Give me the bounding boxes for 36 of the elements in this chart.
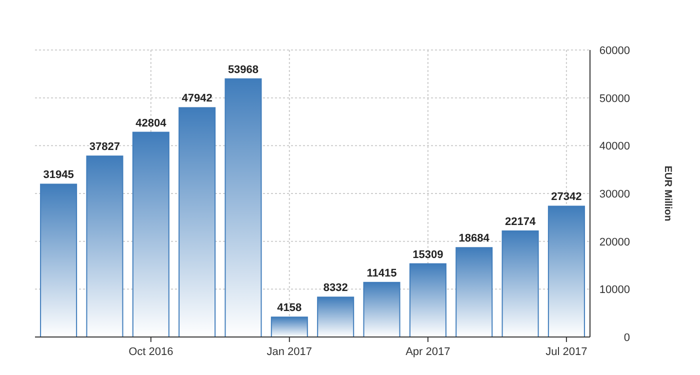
data-label: 53968 bbox=[228, 64, 259, 76]
bar bbox=[40, 184, 78, 338]
data-label: 47942 bbox=[182, 92, 212, 105]
data-label: 15309 bbox=[412, 248, 444, 261]
bar bbox=[86, 156, 124, 338]
x-tick-label: Jan 2017 bbox=[266, 346, 312, 358]
data-label: 11415 bbox=[366, 267, 397, 280]
data-label: 37827 bbox=[89, 141, 120, 154]
bar bbox=[502, 230, 539, 338]
bar bbox=[363, 282, 400, 338]
data-label: 31945 bbox=[43, 169, 74, 182]
x-tick-label: Jul 2017 bbox=[546, 346, 588, 358]
y-tick-label: 40000 bbox=[599, 140, 630, 153]
data-label: 22174 bbox=[504, 216, 536, 228]
y-tick-label: 60000 bbox=[599, 45, 630, 57]
bar bbox=[224, 78, 262, 338]
data-label: 18684 bbox=[458, 232, 490, 245]
y-axis-title: EUR Million bbox=[662, 166, 673, 222]
data-label: 8332 bbox=[323, 282, 348, 294]
y-tick-label: 10000 bbox=[599, 284, 630, 296]
y-tick-label: 20000 bbox=[599, 236, 630, 248]
bar bbox=[178, 107, 216, 338]
bar bbox=[270, 316, 308, 338]
bar bbox=[548, 206, 585, 338]
x-tick-label: Apr 2017 bbox=[406, 346, 450, 358]
bar bbox=[409, 263, 446, 338]
y-tick-label: 0 bbox=[624, 332, 630, 344]
y-tick-label: 50000 bbox=[599, 92, 630, 105]
bar bbox=[456, 247, 493, 338]
bar bbox=[132, 132, 170, 338]
data-label: 42804 bbox=[136, 117, 168, 130]
x-tick-label: Oct 2016 bbox=[128, 346, 174, 358]
y-tick-label: 30000 bbox=[599, 188, 630, 200]
data-label: 27342 bbox=[551, 191, 582, 204]
bar bbox=[317, 296, 354, 338]
data-label: 4158 bbox=[277, 302, 302, 314]
